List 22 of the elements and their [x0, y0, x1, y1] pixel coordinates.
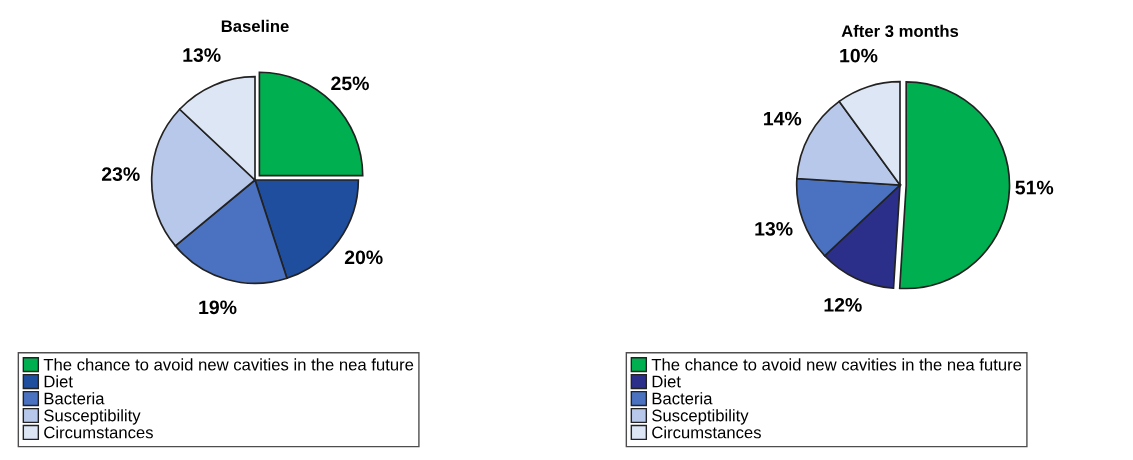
- chart-title: Baseline: [221, 19, 289, 33]
- legend-label: Susceptibility: [44, 409, 141, 425]
- data-label: 51%: [1015, 180, 1054, 195]
- data-label: 14%: [764, 111, 802, 126]
- legend-label: Susceptibility: [652, 409, 749, 425]
- legend-label: The chance to avoid new cavities in the nea future: [651, 358, 1022, 371]
- data-label: 10%: [840, 48, 878, 63]
- data-label: 23%: [101, 167, 140, 182]
- legend-label: Circumstances: [44, 426, 153, 439]
- data-label: 13%: [755, 221, 793, 236]
- data-label: 25%: [331, 76, 369, 91]
- legend-label: Bacteria: [44, 392, 105, 405]
- chart-title: After 3 months: [841, 24, 959, 38]
- legend-label: Bacteria: [652, 392, 713, 405]
- legend-label: Diet: [44, 375, 73, 388]
- data-label: 20%: [344, 250, 383, 265]
- data-label: 12%: [824, 298, 862, 312]
- legend-label: The chance to avoid new cavities in the nea future: [43, 358, 414, 371]
- legend-label: Circumstances: [652, 426, 761, 439]
- data-label: 13%: [183, 48, 221, 62]
- legend-label: Diet: [652, 375, 681, 388]
- data-label: 19%: [199, 300, 237, 315]
